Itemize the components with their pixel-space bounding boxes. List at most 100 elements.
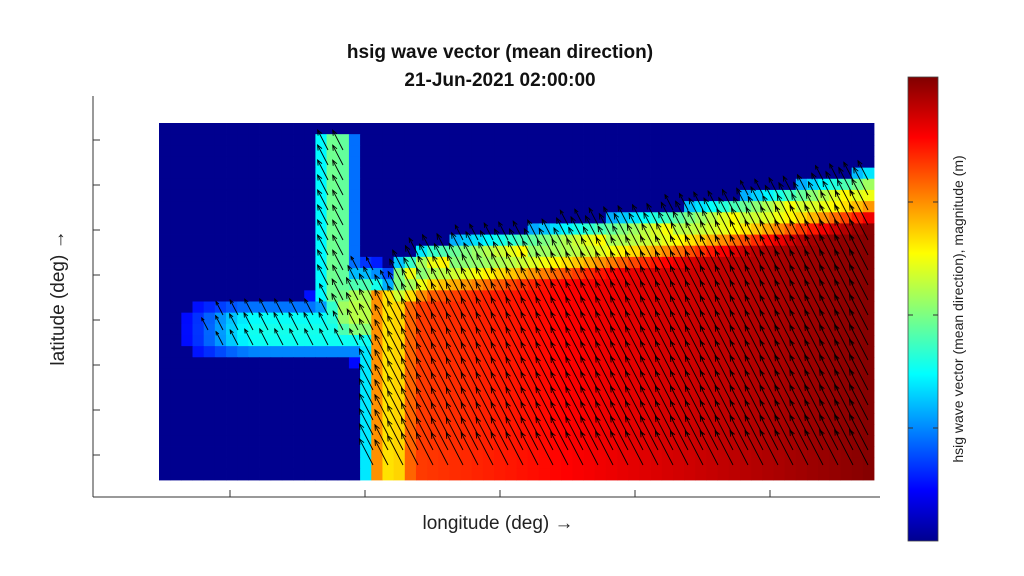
heatmap-cell xyxy=(248,334,260,347)
heatmap-cell xyxy=(505,201,517,213)
quiver-arrow xyxy=(273,311,284,331)
heatmap-cell xyxy=(248,189,260,202)
heatmap-cell xyxy=(840,279,853,291)
quiver-arrow xyxy=(374,393,389,421)
heatmap-cell xyxy=(762,368,774,380)
quiver-arrow xyxy=(358,407,374,436)
heatmap-cell xyxy=(214,390,227,403)
heatmap-cell xyxy=(550,268,562,280)
heatmap-cell xyxy=(639,468,651,481)
heatmap-cell xyxy=(293,234,305,247)
heatmap-cell xyxy=(605,290,618,302)
heatmap-cell xyxy=(482,312,495,325)
heatmap-cell xyxy=(617,390,629,403)
heatmap-cell xyxy=(170,234,182,247)
heatmap-cell xyxy=(851,123,864,135)
quiver-arrow xyxy=(374,288,389,316)
quiver-arrow xyxy=(714,339,734,376)
heatmap-cell xyxy=(706,301,718,314)
heatmap-cell xyxy=(415,268,428,280)
quiver-arrow xyxy=(535,371,554,406)
heatmap-cell xyxy=(348,379,361,392)
quiver-arrow xyxy=(520,356,539,391)
heatmap-cell xyxy=(773,379,786,392)
quiver-arrow xyxy=(736,187,749,211)
quiver-arrow xyxy=(804,308,824,346)
heatmap-cell xyxy=(628,346,640,358)
heatmap-cell xyxy=(494,145,506,157)
heatmap-cell xyxy=(661,123,674,135)
heatmap-cell xyxy=(337,413,350,425)
heatmap-cell xyxy=(617,357,629,369)
heatmap-cell xyxy=(293,401,305,414)
heatmap-cell xyxy=(505,290,517,302)
heatmap-cell xyxy=(427,357,439,369)
heatmap-cell xyxy=(315,223,327,235)
heatmap-cell xyxy=(550,368,562,380)
heatmap-cell xyxy=(460,145,473,157)
heatmap-cell xyxy=(449,334,462,347)
quiver-arrow xyxy=(475,371,494,406)
heatmap-cell xyxy=(181,312,193,325)
heatmap-cell xyxy=(471,346,484,358)
heatmap-cell xyxy=(315,346,327,358)
quiver-arrow xyxy=(849,398,869,436)
heatmap-cell xyxy=(739,123,752,135)
heatmap-cell xyxy=(248,379,260,392)
heatmap-cell xyxy=(773,234,786,247)
quiver-arrow xyxy=(678,192,689,211)
heatmap-cell xyxy=(159,457,171,470)
heatmap-cell xyxy=(605,189,618,202)
heatmap-cell xyxy=(628,413,640,425)
heatmap-cell xyxy=(583,256,596,269)
quiver-arrow xyxy=(639,415,659,451)
quiver-arrow xyxy=(610,415,629,451)
heatmap-cell xyxy=(494,156,506,169)
heatmap-cell xyxy=(471,167,484,180)
heatmap-cell xyxy=(650,134,663,146)
quiver-arrow xyxy=(849,263,869,301)
quiver-arrow xyxy=(568,226,584,256)
quiver-arrow xyxy=(624,280,644,316)
heatmap-cell xyxy=(851,134,864,146)
quiver-arrow xyxy=(387,404,404,436)
heatmap-cell xyxy=(449,212,462,224)
heatmap-cell xyxy=(226,268,238,280)
heatmap-cell xyxy=(561,401,573,414)
heatmap-cell xyxy=(561,223,573,235)
heatmap-cell xyxy=(840,323,853,336)
heatmap-cell xyxy=(248,167,260,180)
heatmap-cell xyxy=(728,435,741,447)
heatmap-cell xyxy=(281,346,294,358)
quiver-arrow xyxy=(445,431,464,466)
heatmap-cell xyxy=(695,268,707,280)
heatmap-cell xyxy=(315,390,327,403)
heatmap-cell xyxy=(684,435,696,447)
quiver-arrow xyxy=(613,212,629,241)
heatmap-cell xyxy=(695,234,707,247)
quiver-arrow xyxy=(520,266,539,301)
heatmap-cell xyxy=(818,212,830,224)
heatmap-cell xyxy=(639,290,651,302)
heatmap-cell xyxy=(661,424,674,436)
heatmap-cell xyxy=(628,368,640,380)
heatmap-cell xyxy=(393,290,406,302)
heatmap-cell xyxy=(494,468,506,481)
heatmap-cell xyxy=(527,167,540,180)
quiver-arrow xyxy=(714,369,734,406)
quiver-arrow xyxy=(358,422,374,451)
quiver-arrow xyxy=(541,218,554,241)
heatmap-cell xyxy=(203,156,216,169)
heatmap-cell xyxy=(281,256,294,269)
heatmap-cell xyxy=(382,468,395,481)
heatmap-cell xyxy=(281,435,294,447)
quiver-arrow xyxy=(684,309,704,346)
quiver-arrow xyxy=(643,211,659,241)
heatmap-cell xyxy=(360,346,372,358)
heatmap-cell xyxy=(293,134,305,146)
heatmap-cell xyxy=(516,245,529,258)
quiver-arrow xyxy=(430,296,449,331)
heatmap-cell xyxy=(326,123,339,135)
quiver-arrow xyxy=(819,413,839,451)
heatmap-cell xyxy=(371,279,383,291)
